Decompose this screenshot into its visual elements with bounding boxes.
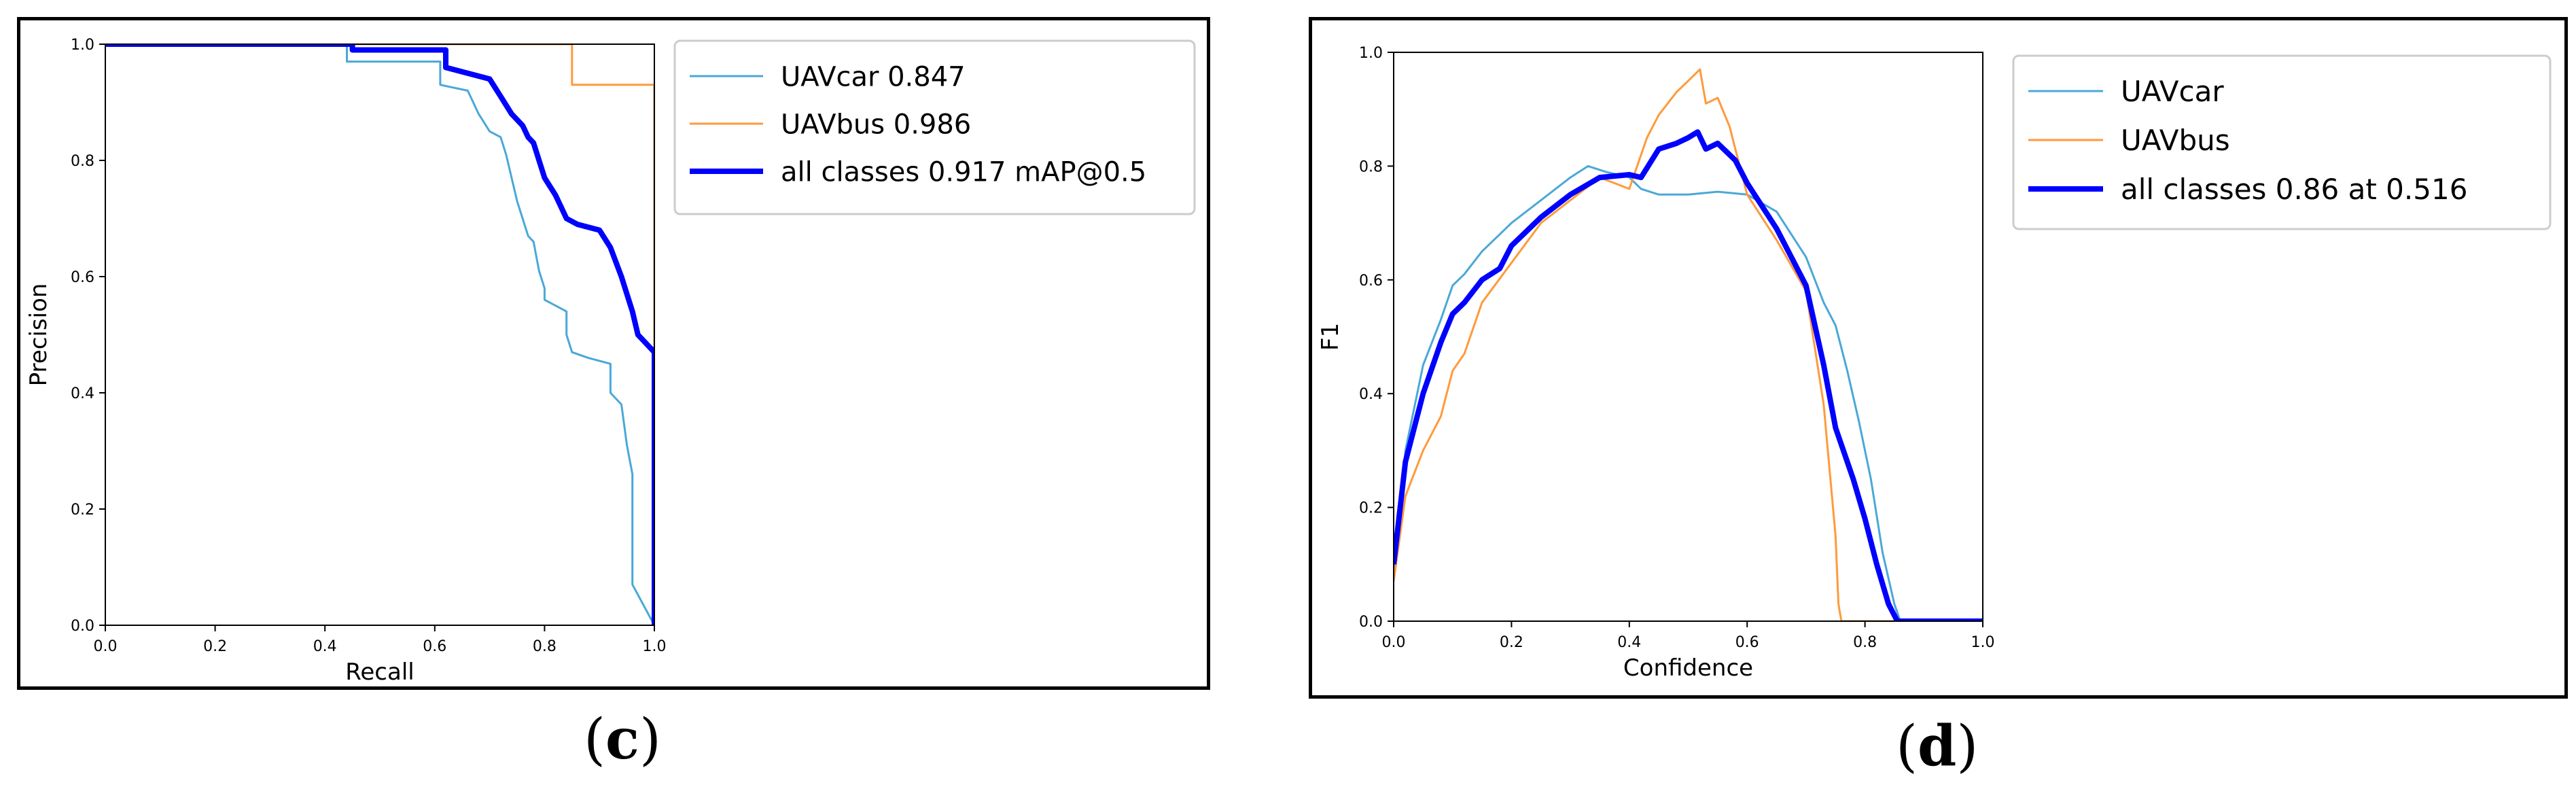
series-line-2 [105, 44, 654, 353]
y-tick-label: 0.6 [71, 269, 94, 286]
x-tick-label: 0.2 [203, 638, 227, 655]
x-axis-label: Recall [345, 659, 414, 686]
legend-label-1: UAVcar 0.847 [781, 61, 966, 92]
x-tick-label: 0.6 [1735, 634, 1759, 651]
x-tick-label: 0.8 [1853, 634, 1877, 651]
y-tick-label: 0.4 [1359, 386, 1383, 403]
series-line-3 [105, 44, 654, 625]
caption-c-letter: c [605, 707, 639, 772]
x-tick-label: 1.0 [1971, 634, 1995, 651]
y-tick-label: 0.4 [71, 385, 94, 402]
y-tick-label: 1.0 [71, 37, 94, 54]
plot-frame [105, 43, 655, 626]
x-tick-label: 0.6 [423, 638, 446, 655]
caption-c-suffix: ) [639, 707, 661, 772]
x-tick-label: 0.0 [94, 638, 118, 655]
chart-panel-d: 0.0 0.2 0.4 0.6 0.8 1.0 0.0 0.2 0.4 0.6 0.8 1.0 Conf… [1309, 17, 2568, 699]
x-tick-label: 0.8 [533, 638, 557, 655]
pr-curve-chart: 0.0 0.2 0.4 0.6 0.8 1.0 0.0 0.2 0.4 0.6 0.8 1.0 Reca… [25, 37, 1196, 686]
series-line-2 [1394, 68, 1983, 621]
legend-box [2012, 54, 2552, 230]
x-tick-label: 0.4 [1617, 634, 1641, 651]
plot-frame [1393, 52, 1983, 622]
y-tick-label: 0.0 [1359, 614, 1383, 631]
series-line-1 [105, 44, 654, 625]
chart-panel-c: 0.0 0.2 0.4 0.6 0.8 1.0 0.0 0.2 0.4 0.6 0.8 1.0 Reca… [17, 17, 1210, 690]
y-tick-label: 1.0 [1359, 45, 1383, 62]
y-axis-label: F1 [1317, 323, 1344, 351]
y-tick-label: 0.8 [71, 153, 94, 170]
caption-d-letter: d [1918, 714, 1957, 779]
series-line-3 [1394, 129, 1983, 621]
x-tick-label: 0.0 [1382, 634, 1406, 651]
caption-d-prefix: ( [1896, 714, 1918, 779]
series-line-1 [1394, 164, 1983, 621]
caption-c: (c) [584, 707, 661, 772]
y-tick-label: 0.2 [71, 502, 94, 519]
legend-label-2: UAVbus [2121, 124, 2230, 157]
y-tick-label: 0.8 [1359, 158, 1383, 175]
x-tick-label: 0.2 [1500, 634, 1523, 651]
legend-label-3: all classes 0.917 mAP@0.5 [781, 156, 1146, 188]
f1-curve-chart: 0.0 0.2 0.4 0.6 0.8 1.0 0.0 0.2 0.4 0.6 0.8 1.0 Conf… [1317, 45, 2552, 682]
caption-d: (d) [1896, 714, 1978, 779]
y-tick-label: 0.6 [1359, 273, 1383, 290]
caption-d-suffix: ) [1956, 714, 1979, 779]
legend-label-2: UAVbus 0.986 [781, 109, 971, 140]
y-tick-label: 0.0 [71, 618, 94, 635]
legend-label-1: UAVcar [2121, 75, 2224, 108]
legend-box [673, 39, 1196, 215]
x-tick-label: 1.0 [643, 638, 667, 655]
x-axis-label: Confidence [1623, 654, 1753, 682]
caption-c-prefix: ( [584, 707, 605, 772]
y-axis-label: Precision [25, 283, 52, 387]
legend-label-3: all classes 0.86 at 0.516 [2121, 173, 2467, 206]
x-tick-label: 0.4 [313, 638, 337, 655]
y-tick-label: 0.2 [1359, 500, 1383, 517]
